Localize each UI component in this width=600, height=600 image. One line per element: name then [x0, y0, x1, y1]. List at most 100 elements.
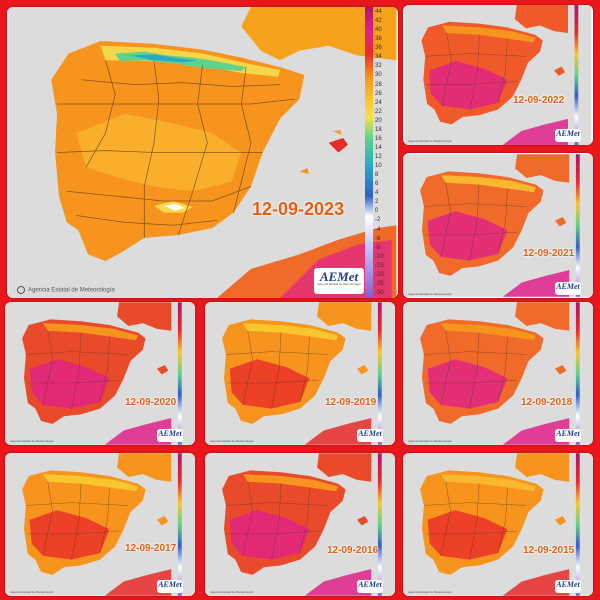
france-landmass: [117, 453, 172, 482]
iberia-north-coast: [441, 323, 536, 341]
temperature-map: [403, 453, 593, 596]
temperature-map: [403, 154, 593, 297]
scale-tick-label: 22: [375, 108, 382, 115]
scale-tick-label: 20: [375, 117, 382, 124]
balearic-islands: [299, 130, 348, 174]
scale-tick-label: 18: [375, 126, 382, 133]
scale-color-bar: [377, 302, 382, 445]
iberia-north-coast: [442, 25, 536, 43]
scale-tick-label: 12: [375, 154, 382, 161]
iberia-north-coast: [441, 175, 536, 193]
agency-footer: Agencia Estatal de Meteorología: [408, 439, 452, 443]
scale-tick-label: 30: [375, 72, 382, 79]
balearic-islands: [357, 515, 369, 526]
aemet-logo: AEMet: [157, 429, 183, 442]
province-borders: [425, 32, 527, 110]
scale-color-bar: [575, 154, 580, 297]
temperature-map: [403, 302, 593, 445]
agency-footer: Agencia Estatal de Meteorología: [408, 590, 452, 594]
temperature-map: [205, 453, 395, 596]
agency-footer: Agencia Estatal de Meteorología: [10, 590, 54, 594]
scale-tick-label: 16: [375, 135, 382, 142]
africa-landmass: [502, 118, 568, 145]
temperature-map: [5, 453, 195, 596]
agency-footer: Agencia Estatal de Meteorología: [210, 439, 254, 443]
balearic-islands: [157, 515, 169, 526]
map-panel-1: 12-09-2022 Agencia Estatal de Meteorologí…: [403, 5, 593, 145]
scale-color-bar: [177, 302, 182, 445]
province-borders: [25, 481, 129, 560]
province-borders: [225, 330, 329, 409]
map-date: 12-09-2022: [513, 95, 565, 106]
scale-tick-label: -30: [375, 290, 384, 296]
balearic-islands: [157, 364, 169, 375]
scale-tick-label: -2: [375, 217, 381, 224]
iberia-north-coast: [43, 474, 138, 492]
map-panel-6: 12-09-2017 Agencia Estatal de Meteorologí…: [5, 453, 195, 596]
agency-footer: Agencia Estatal de Meteorología: [210, 590, 254, 594]
france-landmass: [515, 154, 570, 183]
balearic-islands: [555, 515, 567, 526]
balearic-islands: [555, 364, 567, 375]
map-date: 12-09-2016: [327, 545, 379, 556]
globe-icon: [17, 286, 25, 294]
map-date: 12-09-2017: [125, 543, 177, 554]
map-date: 12-09-2020: [125, 397, 177, 408]
france-landmass: [514, 5, 568, 33]
aemet-logo: AEMet: [555, 429, 581, 442]
scale-tick-label: 8: [375, 172, 379, 179]
map-panel-4: 12-09-2019 Agencia Estatal de Meteorologí…: [205, 302, 395, 445]
scale-tick-label: 26: [375, 90, 382, 97]
agency-footer: Agencia Estatal de Meteorología: [17, 286, 115, 294]
mountain-cold-zone: [129, 54, 198, 63]
balearic-islands: [357, 364, 369, 375]
scale-color-bar: [365, 7, 373, 298]
scale-color-bar: [177, 453, 182, 596]
scale-tick-label: -20: [375, 271, 384, 278]
iberia-north-coast: [441, 474, 536, 492]
france-landmass: [317, 302, 372, 331]
africa-landmass: [304, 418, 372, 445]
agency-footer: Agencia Estatal de Meteorología: [408, 139, 452, 143]
iberia-north-coast: [243, 474, 338, 492]
scale-tick-label: 32: [375, 63, 382, 70]
scale-tick-label: 40: [375, 27, 382, 34]
south-mountain-cold: [163, 203, 186, 211]
province-borders: [423, 182, 527, 261]
africa-landmass: [502, 569, 570, 596]
temperature-map: [404, 5, 592, 145]
map-date: 12-09-2023: [252, 199, 345, 219]
scale-tick-label: -10: [375, 253, 384, 260]
scale-color-bar: [377, 453, 382, 596]
iberia-north-coast: [43, 323, 138, 341]
map-panel-2: 12-09-2021 Agencia Estatal de Meteorologí…: [403, 153, 593, 298]
africa-landmass: [502, 418, 570, 445]
map-panel-main: 12-09-2023 44 42 40 38 36 34 32 30 28 26 24 22 20 18 1…: [7, 7, 398, 298]
africa-landmass: [104, 418, 172, 445]
france-landmass: [515, 453, 570, 482]
province-borders: [25, 330, 129, 409]
map-date: 12-09-2019: [325, 397, 377, 408]
scale-tick-label: 34: [375, 54, 382, 61]
france-landmass: [515, 302, 570, 331]
aemet-logo: AEMet: [157, 580, 183, 593]
france-landmass: [241, 7, 397, 61]
scale-color-bar: [575, 453, 580, 596]
province-borders: [423, 330, 527, 409]
scale-tick-label: -6: [375, 235, 381, 242]
scale-tick-label: 10: [375, 163, 382, 170]
scale-tick-label: 14: [375, 144, 382, 151]
agency-footer: Agencia Estatal de Meteorología: [408, 292, 452, 296]
scale-tick-label: -25: [375, 280, 384, 287]
province-borders: [56, 60, 295, 238]
scale-tick-label: 24: [375, 99, 382, 106]
map-panel-8: 12-09-2015 Agencia Estatal de Meteorologí…: [403, 453, 593, 596]
africa-landmass: [304, 569, 372, 596]
scale-tick-label: 42: [375, 18, 382, 25]
map-date: 12-09-2021: [523, 248, 575, 259]
scale-tick-label: 44: [375, 9, 382, 15]
aemet-logo: AEMet: [555, 129, 581, 142]
france-landmass: [317, 453, 372, 482]
scale-tick-label: 36: [375, 45, 382, 52]
scale-tick-label: 0: [375, 208, 379, 215]
